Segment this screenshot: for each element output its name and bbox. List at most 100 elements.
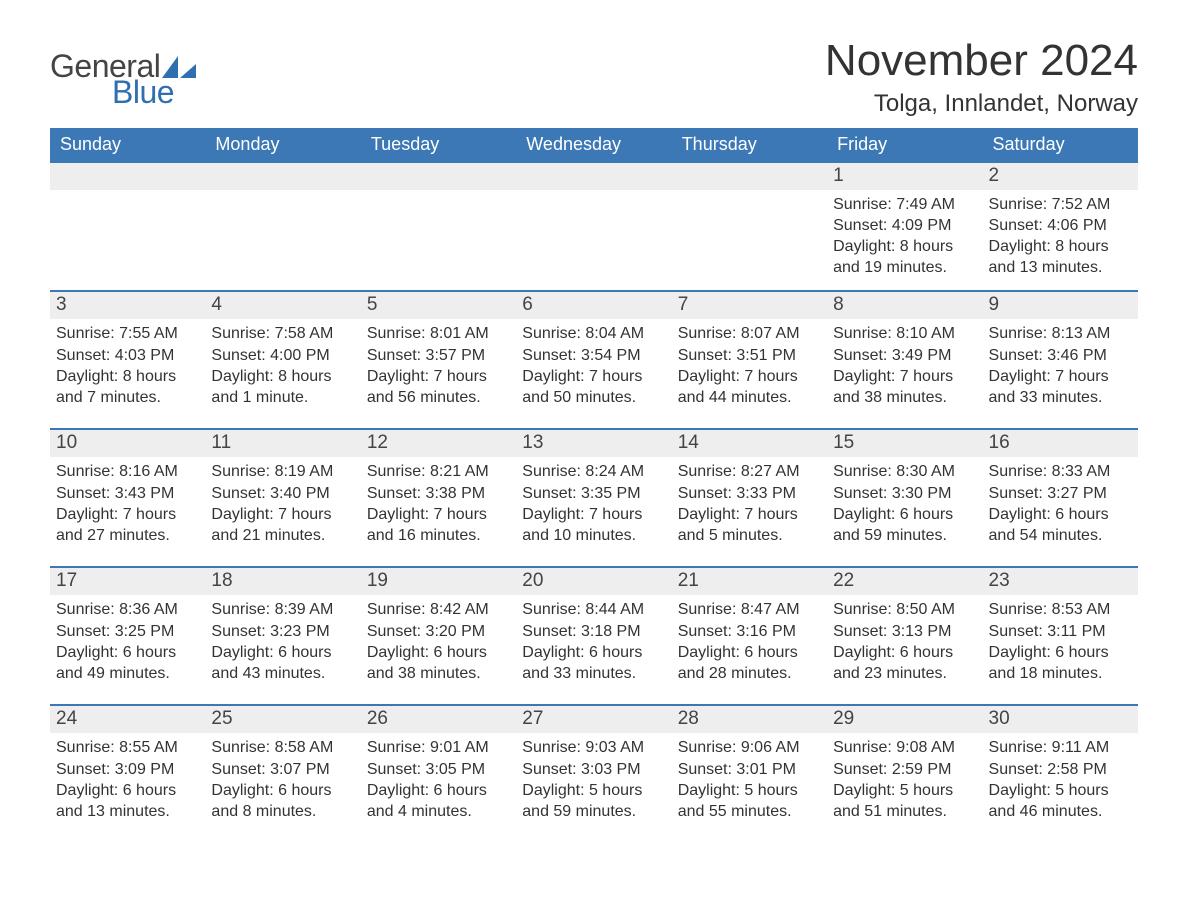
sunrise-line: Sunrise: 8:44 AM — [522, 599, 665, 620]
daylight-line: Daylight: 5 hours and 46 minutes. — [989, 780, 1132, 822]
day-body: Sunrise: 8:44 AMSunset: 3:18 PMDaylight:… — [516, 595, 671, 683]
day-body: Sunrise: 8:10 AMSunset: 3:49 PMDaylight:… — [827, 319, 982, 407]
day-number: 18 — [205, 568, 360, 595]
sunrise-line: Sunrise: 8:04 AM — [522, 323, 665, 344]
sunrise-line: Sunrise: 9:08 AM — [833, 737, 976, 758]
daylight-line: Daylight: 6 hours and 49 minutes. — [56, 642, 199, 684]
daylight-line: Daylight: 7 hours and 27 minutes. — [56, 504, 199, 546]
day-body: Sunrise: 8:30 AMSunset: 3:30 PMDaylight:… — [827, 457, 982, 545]
day-number: 30 — [983, 706, 1138, 733]
day-body: Sunrise: 7:52 AMSunset: 4:06 PMDaylight:… — [983, 190, 1138, 278]
sunset-line: Sunset: 3:18 PM — [522, 621, 665, 642]
title-block: November 2024 Tolga, Innlandet, Norway — [825, 30, 1138, 118]
day-cell: 11Sunrise: 8:19 AMSunset: 3:40 PMDayligh… — [205, 430, 360, 548]
weekday-header-cell: Sunday — [50, 128, 205, 163]
day-number: 19 — [361, 568, 516, 595]
day-body: Sunrise: 8:21 AMSunset: 3:38 PMDaylight:… — [361, 457, 516, 545]
sunset-line: Sunset: 3:40 PM — [211, 483, 354, 504]
day-body: Sunrise: 8:07 AMSunset: 3:51 PMDaylight:… — [672, 319, 827, 407]
day-cell: 27Sunrise: 9:03 AMSunset: 3:03 PMDayligh… — [516, 706, 671, 824]
day-body: Sunrise: 8:04 AMSunset: 3:54 PMDaylight:… — [516, 319, 671, 407]
sunrise-line: Sunrise: 7:58 AM — [211, 323, 354, 344]
day-cell: 6Sunrise: 8:04 AMSunset: 3:54 PMDaylight… — [516, 292, 671, 410]
day-cell: 7Sunrise: 8:07 AMSunset: 3:51 PMDaylight… — [672, 292, 827, 410]
sunrise-line: Sunrise: 9:11 AM — [989, 737, 1132, 758]
sunrise-line: Sunrise: 8:30 AM — [833, 461, 976, 482]
daylight-line: Daylight: 7 hours and 50 minutes. — [522, 366, 665, 408]
week-row: 3 Sunrise: 7:55 AMSunset: 4:03 PM Daylight… — [50, 290, 1138, 428]
daylight-line: Daylight: 6 hours and 8 minutes. — [211, 780, 354, 822]
daylight-line: Daylight: 5 hours and 51 minutes. — [833, 780, 976, 822]
day-cell: 24Sunrise: 8:55 AMSunset: 3:09 PMDayligh… — [50, 706, 205, 824]
day-cell: 3Sunrise: 7:55 AMSunset: 4:03 PMDaylight… — [50, 292, 205, 410]
sunrise-line: Sunrise: 8:07 AM — [678, 323, 821, 344]
day-cell: 29Sunrise: 9:08 AMSunset: 2:59 PMDayligh… — [827, 706, 982, 824]
sunset-line: Sunset: 3:57 PM — [367, 345, 510, 366]
day-body: Sunrise: 8:33 AMSunset: 3:27 PMDaylight:… — [983, 457, 1138, 545]
weeks-container: 1Sunrise: 7:49 AMSunset: 4:09 PMDaylight… — [50, 163, 1138, 842]
day-number: 3 — [50, 292, 205, 319]
sunset-line: Sunset: 3:16 PM — [678, 621, 821, 642]
sunrise-line: Sunrise: 8:24 AM — [522, 461, 665, 482]
daylight-line: Daylight: 8 hours and 19 minutes. — [833, 236, 976, 278]
daylight-line: Daylight: 7 hours and 16 minutes. — [367, 504, 510, 546]
daylight-line: Daylight: 8 hours and 13 minutes. — [989, 236, 1132, 278]
day-body: Sunrise: 7:49 AMSunset: 4:09 PMDaylight:… — [827, 190, 982, 278]
day-number: 20 — [516, 568, 671, 595]
location: Tolga, Innlandet, Norway — [825, 90, 1138, 118]
day-cell: 8Sunrise: 8:10 AMSunset: 3:49 PMDaylight… — [827, 292, 982, 410]
day-body: Sunrise: 9:01 AMSunset: 3:05 PMDaylight:… — [361, 733, 516, 821]
sunrise-line: Sunrise: 8:16 AM — [56, 461, 199, 482]
day-body: Sunrise: 9:08 AMSunset: 2:59 PMDaylight:… — [827, 733, 982, 821]
sunset-line: Sunset: 3:23 PM — [211, 621, 354, 642]
weekday-header-row: SundayMondayTuesdayWednesdayThursdayFrid… — [50, 128, 1138, 163]
day-number: 22 — [827, 568, 982, 595]
day-cell: 22Sunrise: 8:50 AMSunset: 3:13 PMDayligh… — [827, 568, 982, 686]
weekday-header-cell: Thursday — [672, 128, 827, 163]
daylight-line: Daylight: 7 hours and 56 minutes. — [367, 366, 510, 408]
sunset-line: Sunset: 3:25 PM — [56, 621, 199, 642]
day-cell: 15Sunrise: 8:30 AMSunset: 3:30 PMDayligh… — [827, 430, 982, 548]
sunrise-line: Sunrise: 9:06 AM — [678, 737, 821, 758]
daylight-line: Daylight: 7 hours and 10 minutes. — [522, 504, 665, 546]
sunrise-line: Sunrise: 8:01 AM — [367, 323, 510, 344]
day-number: 8 — [827, 292, 982, 319]
sunrise-line: Sunrise: 8:36 AM — [56, 599, 199, 620]
logo: General Blue — [50, 50, 196, 108]
empty-day-bar — [672, 163, 827, 190]
day-cell — [516, 163, 671, 278]
sunset-line: Sunset: 3:03 PM — [522, 759, 665, 780]
day-cell: 20Sunrise: 8:44 AMSunset: 3:18 PMDayligh… — [516, 568, 671, 686]
sunset-line: Sunset: 4:09 PM — [833, 215, 976, 236]
sunrise-line: Sunrise: 8:13 AM — [989, 323, 1132, 344]
day-body: Sunrise: 8:01 AMSunset: 3:57 PMDaylight:… — [361, 319, 516, 407]
sunrise-line: Sunrise: 8:58 AM — [211, 737, 354, 758]
daylight-line: Daylight: 5 hours and 59 minutes. — [522, 780, 665, 822]
sunset-line: Sunset: 4:00 PM — [211, 345, 354, 366]
sunrise-line: Sunrise: 7:55 AM — [56, 323, 199, 344]
day-number: 10 — [50, 430, 205, 457]
day-body: Sunrise: 8:39 AMSunset: 3:23 PMDaylight:… — [205, 595, 360, 683]
day-body: Sunrise: 8:42 AMSunset: 3:20 PMDaylight:… — [361, 595, 516, 683]
day-number: 12 — [361, 430, 516, 457]
sunrise-line: Sunrise: 8:47 AM — [678, 599, 821, 620]
day-number: 2 — [983, 163, 1138, 190]
sunset-line: Sunset: 4:03 PM — [56, 345, 199, 366]
daylight-line: Daylight: 6 hours and 43 minutes. — [211, 642, 354, 684]
day-cell: 10Sunrise: 8:16 AMSunset: 3:43 PMDayligh… — [50, 430, 205, 548]
sunset-line: Sunset: 2:58 PM — [989, 759, 1132, 780]
day-cell — [672, 163, 827, 278]
day-cell — [361, 163, 516, 278]
sunrise-line: Sunrise: 9:01 AM — [367, 737, 510, 758]
weekday-header-cell: Tuesday — [361, 128, 516, 163]
day-cell: 16Sunrise: 8:33 AMSunset: 3:27 PMDayligh… — [983, 430, 1138, 548]
day-number: 21 — [672, 568, 827, 595]
week-row: 17Sunrise: 8:36 AMSunset: 3:25 PMDayligh… — [50, 566, 1138, 704]
day-cell: 1Sunrise: 7:49 AMSunset: 4:09 PMDaylight… — [827, 163, 982, 278]
day-body: Sunrise: 8:27 AMSunset: 3:33 PMDaylight:… — [672, 457, 827, 545]
sunset-line: Sunset: 3:09 PM — [56, 759, 199, 780]
daylight-line: Daylight: 6 hours and 33 minutes. — [522, 642, 665, 684]
sunrise-line: Sunrise: 8:42 AM — [367, 599, 510, 620]
sunset-line: Sunset: 3:01 PM — [678, 759, 821, 780]
day-cell: 25Sunrise: 8:58 AMSunset: 3:07 PMDayligh… — [205, 706, 360, 824]
